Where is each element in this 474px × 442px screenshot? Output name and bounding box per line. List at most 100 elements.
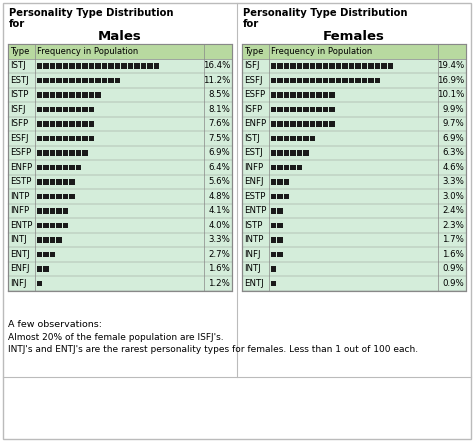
- Bar: [317, 77, 322, 83]
- Bar: [70, 179, 75, 184]
- Text: 0.9%: 0.9%: [442, 264, 464, 273]
- Text: ISTP: ISTP: [10, 90, 28, 99]
- Bar: [76, 92, 82, 98]
- Bar: [362, 63, 367, 69]
- Bar: [76, 63, 82, 69]
- Text: 6.4%: 6.4%: [208, 163, 230, 172]
- Bar: [356, 77, 361, 83]
- Bar: [50, 222, 55, 228]
- Bar: [368, 63, 374, 69]
- Bar: [82, 150, 88, 156]
- Bar: [50, 92, 55, 98]
- Bar: [37, 222, 43, 228]
- Bar: [63, 107, 69, 112]
- Text: 1.7%: 1.7%: [442, 235, 464, 244]
- Text: 9.7%: 9.7%: [442, 119, 464, 128]
- Bar: [277, 136, 283, 141]
- Text: ESTJ: ESTJ: [244, 148, 263, 157]
- Text: ISTJ: ISTJ: [10, 61, 26, 70]
- Bar: [323, 63, 328, 69]
- Bar: [76, 150, 82, 156]
- Bar: [271, 164, 276, 170]
- Text: INTJ: INTJ: [10, 235, 27, 244]
- Bar: [44, 107, 49, 112]
- Bar: [375, 63, 381, 69]
- Bar: [349, 63, 355, 69]
- Bar: [154, 63, 159, 69]
- Bar: [56, 179, 62, 184]
- Bar: [310, 107, 316, 112]
- Bar: [70, 121, 75, 126]
- Text: 6.9%: 6.9%: [208, 148, 230, 157]
- Text: Type: Type: [10, 47, 29, 56]
- Text: ENFP: ENFP: [10, 163, 32, 172]
- Bar: [271, 179, 276, 184]
- Bar: [115, 63, 120, 69]
- Bar: [271, 136, 276, 141]
- Bar: [70, 63, 75, 69]
- Bar: [44, 77, 49, 83]
- Bar: [63, 222, 69, 228]
- Bar: [37, 251, 43, 257]
- Bar: [50, 77, 55, 83]
- Bar: [37, 281, 43, 286]
- Text: Frequency in Population: Frequency in Population: [37, 47, 138, 56]
- Bar: [56, 121, 62, 126]
- Bar: [349, 77, 355, 83]
- Bar: [329, 92, 335, 98]
- Bar: [297, 77, 302, 83]
- Bar: [368, 77, 374, 83]
- Bar: [63, 77, 69, 83]
- Bar: [317, 121, 322, 126]
- Bar: [95, 92, 101, 98]
- Text: ISTJ: ISTJ: [244, 134, 260, 143]
- Text: 1.6%: 1.6%: [442, 250, 464, 259]
- Bar: [284, 194, 290, 199]
- Bar: [82, 92, 88, 98]
- Bar: [56, 150, 62, 156]
- Bar: [303, 121, 309, 126]
- Bar: [76, 77, 82, 83]
- Text: Females: Females: [323, 30, 385, 43]
- Bar: [37, 77, 43, 83]
- Text: Males: Males: [98, 30, 142, 43]
- Bar: [37, 63, 43, 69]
- Bar: [82, 77, 88, 83]
- Bar: [297, 121, 302, 126]
- Text: ISFP: ISFP: [244, 105, 262, 114]
- Text: A few observations:: A few observations:: [8, 320, 102, 329]
- Text: 1.6%: 1.6%: [208, 264, 230, 273]
- Bar: [37, 121, 43, 126]
- Bar: [44, 237, 49, 243]
- Bar: [50, 251, 55, 257]
- Bar: [323, 107, 328, 112]
- Bar: [277, 77, 283, 83]
- Bar: [56, 237, 62, 243]
- Bar: [297, 136, 302, 141]
- Text: 6.3%: 6.3%: [442, 148, 464, 157]
- Bar: [89, 77, 94, 83]
- Text: 2.3%: 2.3%: [442, 221, 464, 230]
- Text: 7.5%: 7.5%: [208, 134, 230, 143]
- Bar: [44, 164, 49, 170]
- Bar: [63, 92, 69, 98]
- Bar: [310, 77, 316, 83]
- Bar: [291, 121, 296, 126]
- Bar: [76, 136, 82, 141]
- Text: ESFJ: ESFJ: [10, 134, 28, 143]
- Bar: [271, 77, 276, 83]
- Bar: [284, 121, 290, 126]
- Bar: [37, 208, 43, 213]
- Bar: [89, 92, 94, 98]
- Text: ISFJ: ISFJ: [10, 105, 26, 114]
- Text: Personality Type Distribution: Personality Type Distribution: [243, 8, 408, 18]
- Text: 7.6%: 7.6%: [208, 119, 230, 128]
- Bar: [82, 107, 88, 112]
- Bar: [89, 107, 94, 112]
- Bar: [336, 63, 341, 69]
- Bar: [37, 194, 43, 199]
- Bar: [303, 63, 309, 69]
- Bar: [56, 63, 62, 69]
- Bar: [8, 44, 232, 290]
- Bar: [277, 150, 283, 156]
